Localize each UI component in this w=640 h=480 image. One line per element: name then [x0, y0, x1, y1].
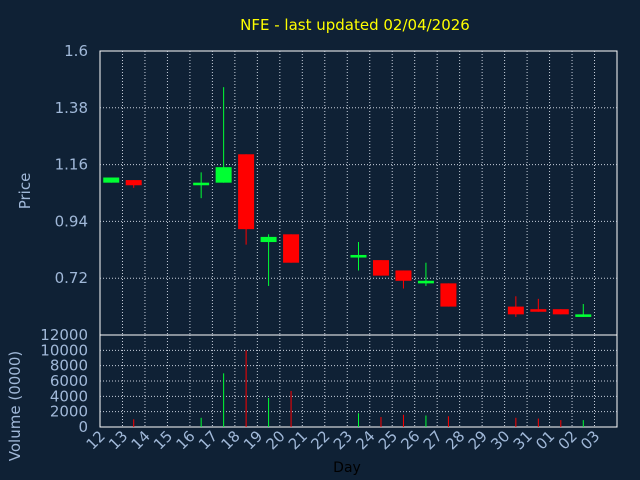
- price-tick-label: 1.6: [64, 42, 88, 60]
- price-tick-label: 1.16: [55, 156, 88, 174]
- candle-19: [260, 234, 277, 286]
- candle-02: [575, 304, 592, 317]
- volume-grid: [100, 335, 617, 427]
- candle-body: [238, 154, 255, 230]
- candle-27: [440, 283, 457, 307]
- candle-body: [440, 283, 457, 307]
- volume-tick-label: 0: [78, 418, 88, 436]
- candle-body: [283, 234, 300, 263]
- candle-body: [395, 270, 412, 281]
- candle-16: [193, 172, 210, 199]
- candle-23: [350, 242, 367, 271]
- price-tick-label: 0.72: [55, 269, 88, 287]
- price-tick-label: 1.38: [55, 99, 88, 117]
- price-y-ticks: 1.6 1.38 1.16 0.94 0.72: [55, 42, 88, 287]
- volume-tick-label: 6000: [50, 372, 88, 390]
- candle-01: [552, 309, 569, 315]
- candle-30: [507, 296, 524, 317]
- price-tick-label: 0.94: [55, 212, 88, 230]
- candle-31: [530, 298, 547, 312]
- volume-tick-label: 12000: [40, 326, 88, 344]
- candle-body: [575, 314, 592, 317]
- candle-body: [417, 280, 434, 284]
- price-plot-area: [99, 50, 618, 336]
- candle-body: [507, 306, 524, 315]
- volume-axis-label: Volume (0000): [6, 351, 24, 461]
- candle-17: [215, 87, 232, 183]
- candle-body: [552, 309, 569, 315]
- volume-bars: [133, 350, 584, 427]
- x-axis-ticks: 1213141516171819202122232425262728293031…: [83, 427, 604, 453]
- price-candles: [103, 87, 592, 317]
- price-panel: 1.6 1.38 1.16 0.94 0.72 Price: [16, 42, 618, 336]
- candle-24: [372, 260, 389, 276]
- volume-tick-label: 2000: [50, 403, 88, 421]
- x-tick-label: 03: [577, 427, 603, 453]
- price-grid: [100, 51, 617, 335]
- candle-body: [103, 177, 120, 183]
- x-axis-label: Day: [333, 460, 361, 476]
- candle-body: [193, 182, 210, 186]
- candle-12: [103, 177, 120, 183]
- candle-body: [125, 180, 142, 186]
- volume-tick-label: 10000: [40, 341, 88, 359]
- candle-18: [238, 154, 255, 245]
- candle-25: [395, 270, 412, 289]
- candle-13: [125, 180, 142, 188]
- chart-title: NFE - last updated 02/04/2026: [240, 16, 470, 34]
- candle-body: [350, 254, 367, 258]
- candle-body: [530, 309, 547, 312]
- volume-tick-label: 4000: [50, 387, 88, 405]
- candle-20: [283, 234, 300, 263]
- candle-body: [260, 236, 277, 243]
- price-axis-label: Price: [16, 173, 34, 210]
- candle-body: [372, 260, 389, 276]
- candle-body: [215, 167, 232, 183]
- candle-26: [417, 262, 434, 286]
- volume-tick-label: 8000: [50, 357, 88, 375]
